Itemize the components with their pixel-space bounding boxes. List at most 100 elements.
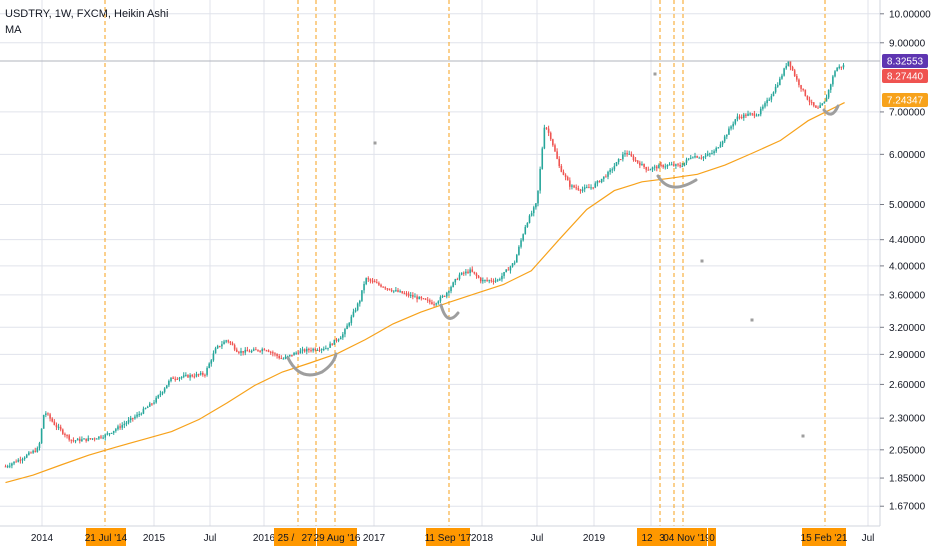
candle-up [713, 151, 715, 154]
candle-up [161, 391, 164, 394]
time-tick-label: 2018 [471, 533, 494, 544]
candle-down [605, 176, 607, 178]
candle-up [658, 164, 660, 169]
candle-up [783, 68, 785, 76]
candle-up [76, 438, 79, 441]
candle-up [768, 99, 771, 101]
candle-down [656, 166, 658, 169]
candle-down [89, 438, 92, 440]
candle-down [429, 300, 431, 303]
candle-down [475, 273, 478, 276]
candle-down [4, 466, 7, 468]
candle-up [435, 303, 437, 305]
candle-up [772, 92, 775, 97]
date-tag-label: 3 [659, 533, 665, 544]
candle-up [774, 86, 777, 93]
candle-up [108, 433, 111, 435]
candle-up [520, 240, 522, 247]
candle-up [622, 154, 624, 160]
candle-up [354, 309, 357, 312]
candle-down [267, 350, 270, 352]
candle-up [571, 185, 573, 187]
candle-up [293, 353, 295, 356]
candle-down [554, 145, 556, 152]
candle-down [119, 426, 121, 428]
candle-down [789, 60, 792, 67]
candle-up [57, 426, 60, 428]
drawing-annotations [286, 72, 840, 438]
candle-up [250, 350, 253, 353]
candle-up [25, 454, 28, 458]
candle-down [187, 374, 189, 378]
price-tick-label: 1.67000 [889, 502, 926, 513]
candle-down [549, 132, 552, 140]
candle-up [36, 448, 39, 452]
indicator-label[interactable]: MA [5, 24, 22, 36]
candles [4, 60, 845, 469]
time-tick-label: Jul [531, 533, 544, 544]
candle-down [64, 433, 66, 436]
candle-down [297, 352, 300, 354]
candle-down [176, 378, 179, 380]
candle-up [698, 157, 701, 159]
date-tag-label: 04 Nov '19 [663, 533, 711, 544]
candle-up [469, 269, 471, 274]
candle-up [142, 408, 145, 414]
candle-up [189, 375, 191, 378]
candle-up [829, 84, 832, 90]
candle-up [195, 374, 198, 377]
price-tick-label: 4.40000 [889, 235, 926, 246]
candle-up [346, 325, 348, 330]
candle-up [333, 339, 336, 345]
candle-down [248, 351, 251, 353]
candle-down [810, 102, 813, 104]
candle-up [528, 215, 531, 223]
candle-up [496, 279, 499, 281]
candle-down [507, 269, 510, 271]
candle-up [337, 339, 340, 341]
date-tag-label: 12 [641, 533, 653, 544]
candle-down [426, 299, 429, 301]
candle-down [420, 296, 423, 299]
candle-up [110, 432, 113, 434]
candle-down [462, 272, 465, 274]
candle-up [535, 203, 537, 208]
candle-up [628, 153, 631, 155]
candle-up [441, 295, 444, 298]
candle-up [325, 348, 327, 350]
candle-up [734, 119, 737, 124]
candle-down [34, 450, 37, 452]
candle-down [740, 116, 743, 118]
price-tick-label: 3.60000 [889, 290, 926, 301]
candle-down [401, 291, 404, 294]
candle-down [276, 354, 278, 357]
candle-down [456, 279, 459, 281]
candle-up [134, 416, 136, 419]
candle-up [112, 430, 115, 433]
candle-down [72, 440, 75, 442]
candle-up [706, 153, 709, 156]
date-tag-label: 11 Sep '17 [425, 533, 472, 544]
candle-up [694, 156, 696, 158]
candle-down [132, 417, 134, 419]
candle-down [545, 127, 548, 129]
candle-up [785, 65, 788, 69]
candle-up [715, 148, 718, 152]
candle-down [791, 66, 794, 71]
date-tag-label: 25 / [278, 533, 295, 544]
candle-down [573, 185, 575, 188]
candle-down [19, 459, 22, 461]
candle-down [280, 358, 283, 360]
candle-down [291, 354, 293, 356]
candle-up [515, 254, 518, 263]
candle-up [749, 113, 751, 115]
candle-down [579, 189, 582, 191]
candle-up [305, 348, 308, 352]
price-axis[interactable]: 10.00000 9.00000 7.00000 6.00000 5.00000 4.40… [880, 9, 931, 513]
candle-down [229, 341, 232, 344]
candle-up [770, 96, 773, 100]
candle-up [221, 344, 223, 347]
symbol-title[interactable]: USDTRY, 1W, FXCM, Heikin Ashi [5, 8, 169, 20]
candle-down [255, 349, 257, 351]
